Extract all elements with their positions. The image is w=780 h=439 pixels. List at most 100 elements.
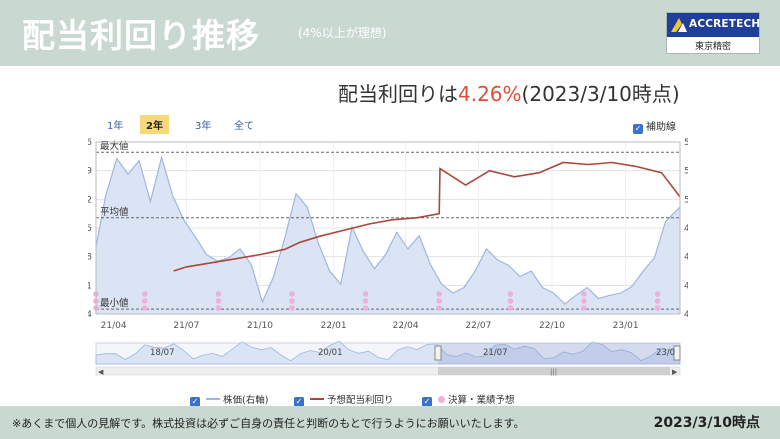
headline-prefix: 配当利回りは bbox=[338, 82, 458, 106]
event-marker bbox=[289, 291, 295, 297]
y-left-tick-label: 2.8 bbox=[88, 253, 92, 263]
x-tick-label: 21/10 bbox=[247, 321, 273, 331]
y-right-tick-label: 4,630 bbox=[684, 253, 688, 263]
y-left-tick-label: 1.4 bbox=[88, 310, 92, 320]
checkbox-icon: ✓ bbox=[294, 397, 304, 407]
y-left-tick-label: 4.9 bbox=[88, 167, 92, 177]
y-right-tick-label: 4,110 bbox=[684, 310, 688, 320]
legend-item-yield[interactable]: ✓ 予想配当利回り bbox=[294, 392, 394, 407]
price-area bbox=[96, 157, 680, 314]
event-marker bbox=[362, 291, 369, 297]
range-button-all[interactable]: 全て bbox=[234, 121, 254, 132]
navigator-selection bbox=[438, 343, 680, 364]
scroll-grip-icon: ||| bbox=[550, 368, 557, 376]
page-subtitle: (4%以上が理想) bbox=[298, 26, 387, 40]
event-marker bbox=[654, 305, 661, 311]
legend-item-price[interactable]: ✓ 株価(右軸) bbox=[190, 392, 268, 407]
event-marker bbox=[215, 305, 222, 311]
range-button-3y[interactable]: 3年 bbox=[195, 121, 212, 132]
x-tick-label: 22/01 bbox=[321, 321, 347, 331]
navigator-scrollbar bbox=[95, 366, 681, 376]
event-marker bbox=[289, 298, 295, 304]
x-tick-label: 21/07 bbox=[173, 321, 199, 331]
checkbox-icon: ✓ bbox=[190, 397, 200, 407]
legend-yield-swatch bbox=[310, 398, 324, 400]
yield-line bbox=[173, 161, 681, 272]
logo-band: ACCRETECH bbox=[667, 13, 761, 37]
navigator-series bbox=[95, 340, 681, 365]
event-marker bbox=[507, 291, 514, 297]
y-right-tick-label: 4,370 bbox=[684, 281, 688, 291]
aux-lines-label: 補助線 bbox=[646, 122, 676, 133]
event-marker bbox=[581, 298, 587, 304]
y-left-tick-label: 2.1 bbox=[88, 281, 92, 291]
disclaimer: ※あくまで個人の見解です。株式投資は必ずご自身の責任と判断のもとで行うようにお願… bbox=[12, 417, 525, 430]
event-marker bbox=[362, 298, 369, 304]
event-marker bbox=[436, 298, 443, 304]
logo-name: ACCRETECH bbox=[689, 18, 761, 30]
range-button-1y[interactable]: 1年 bbox=[107, 121, 124, 132]
checkbox-icon: ✓ bbox=[633, 124, 643, 134]
event-marker bbox=[507, 305, 514, 311]
range-button-2y[interactable]: 2年 bbox=[140, 115, 169, 134]
x-tick-label: 22/10 bbox=[539, 321, 565, 331]
y-left-tick-label: 4.2 bbox=[88, 195, 92, 205]
chart-plot: 1.4 4,110 2.1 4,370 2.8 4,630 3.5 4,890 4.2 5,150… bbox=[78, 138, 710, 376]
legend-price-label: 株価(右軸) bbox=[223, 395, 269, 406]
event-marker bbox=[289, 305, 295, 311]
event-marker bbox=[142, 298, 148, 304]
yield-headline: 配当利回りは4.26%(2023/3/10時点) bbox=[338, 78, 680, 107]
logo-subtitle: 東京精密 bbox=[694, 42, 731, 52]
event-marker bbox=[142, 291, 148, 297]
y-right-tick-label: 5,150 bbox=[684, 195, 688, 205]
company-logo: ACCRETECH 東京精密 bbox=[666, 12, 760, 54]
y-right-tick-label: 5,410 bbox=[684, 167, 688, 177]
reference-line-label: 平均値 bbox=[100, 206, 129, 218]
headline-yield-value: 4.26% bbox=[458, 82, 522, 106]
logo-mark-icon bbox=[671, 18, 687, 32]
event-marker bbox=[654, 298, 661, 304]
legend-price-swatch bbox=[206, 398, 220, 400]
price-line bbox=[95, 155, 681, 305]
reference-line-label: 最大値 bbox=[100, 140, 129, 152]
y-left-tick-label: 5.6 bbox=[88, 138, 92, 148]
event-marker bbox=[362, 305, 369, 311]
legend-events-swatch bbox=[438, 396, 445, 403]
event-marker bbox=[215, 291, 222, 297]
event-marker bbox=[436, 305, 443, 311]
x-tick-label: 23/01 bbox=[613, 321, 639, 331]
as-of-date: 2023/3/10時点 bbox=[653, 415, 760, 431]
navigator-tick-label: 20/01 bbox=[318, 348, 343, 358]
navigator-tick-label: 23/0 bbox=[656, 348, 675, 358]
main-panel: 配当利回りは4.26%(2023/3/10時点) 1年 2年 3年 全て ✓ 補助… bbox=[0, 66, 780, 407]
legend-events-label: 決算・業績予想 bbox=[448, 395, 515, 406]
reference-line-label: 最小値 bbox=[100, 297, 129, 309]
checkbox-icon: ✓ bbox=[422, 397, 432, 407]
event-marker bbox=[654, 291, 661, 297]
x-tick-label: 22/07 bbox=[465, 321, 491, 331]
legend-yield-label: 予想配当利回り bbox=[327, 395, 394, 406]
y-right-tick-label: 5,670 bbox=[684, 138, 688, 148]
navigator-handle-left bbox=[434, 345, 442, 361]
navigator-scrollbar-thumb bbox=[438, 367, 670, 375]
event-marker bbox=[581, 291, 587, 297]
event-marker bbox=[581, 305, 587, 311]
y-left-tick-label: 3.5 bbox=[88, 224, 92, 234]
header: 配当利回り推移 (4%以上が理想) ACCRETECH 東京精密 bbox=[0, 0, 780, 66]
event-marker bbox=[507, 298, 514, 304]
headline-suffix: (2023/3/10時点) bbox=[521, 82, 680, 106]
x-tick-label: 21/04 bbox=[101, 321, 127, 331]
event-marker bbox=[142, 305, 148, 311]
legend-item-events[interactable]: ✓ 決算・業績予想 bbox=[422, 392, 515, 407]
footer: ※あくまで個人の見解です。株式投資は必ずご自身の責任と判断のもとで行うようにお願… bbox=[0, 406, 780, 439]
page-title: 配当利回り推移 bbox=[22, 16, 260, 55]
y-right-tick-label: 4,890 bbox=[684, 224, 688, 234]
navigator-tick-label: 18/07 bbox=[150, 348, 175, 358]
scroll-left-icon: ◀ bbox=[98, 368, 104, 376]
navigator-handle-right bbox=[673, 345, 681, 361]
chart-legend: ✓ 株価(右軸) ✓ 予想配当利回り ✓ 決算・業績予想 bbox=[88, 390, 688, 407]
plot-border bbox=[95, 141, 681, 315]
aux-lines-toggle[interactable]: ✓ 補助線 bbox=[633, 118, 676, 134]
yield-chart: 1年 2年 3年 全て ✓補助線 1.44,1102.14,3702.84,63… bbox=[78, 106, 710, 407]
navigator-tick-label: 21/07 bbox=[483, 348, 508, 358]
